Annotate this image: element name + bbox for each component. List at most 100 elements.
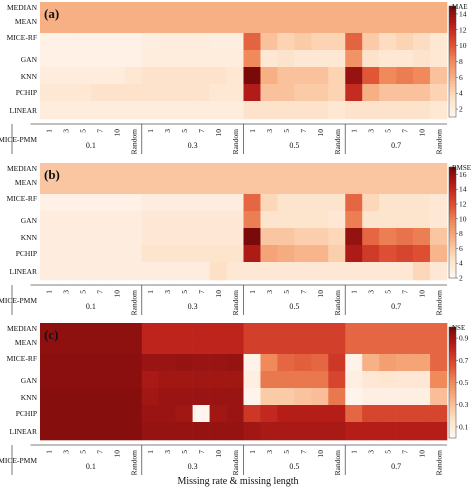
colorbar-tick-label: 4	[459, 89, 463, 98]
heatmap-cell	[379, 50, 397, 68]
heatmap-cell	[192, 354, 210, 372]
colorbar-segment	[449, 44, 456, 49]
colorbar-tick-label: 2	[459, 105, 463, 114]
column-tick-label: 3	[265, 290, 274, 294]
colorbar-tick-label: 0.3	[459, 400, 469, 409]
heatmap-cell	[396, 33, 414, 51]
row-label: KNN	[21, 233, 38, 242]
heatmap-cell	[379, 163, 397, 178]
heatmap-cell	[226, 228, 244, 246]
heatmap-cell	[328, 211, 346, 229]
heatmap-cell	[413, 422, 431, 441]
heatmap-cell	[90, 371, 109, 389]
group-label: 0.5	[289, 302, 299, 311]
colorbar-segment	[449, 258, 456, 262]
heatmap-cell	[158, 422, 176, 441]
heatmap-cell	[107, 33, 126, 51]
colorbar-segment	[449, 379, 456, 383]
colorbar-tick-label: 8	[459, 229, 463, 238]
heatmap-cell	[430, 422, 448, 441]
heatmap-cell	[379, 211, 397, 229]
heatmap-cell	[56, 262, 75, 281]
heatmap-cell	[379, 245, 397, 263]
colorbar-segment	[449, 8, 456, 12]
heatmap-cell	[90, 228, 109, 246]
heatmap-cell	[107, 16, 126, 34]
heatmap-cell	[328, 101, 346, 120]
heatmap-cell	[175, 388, 193, 406]
column-tick-label: 5	[180, 450, 189, 454]
colorbar-segment	[449, 266, 456, 271]
heatmap-cell	[175, 354, 193, 372]
colorbar-tick-label: 6	[459, 244, 463, 253]
heatmap-cell	[158, 50, 176, 68]
heatmap-cell	[107, 177, 126, 195]
heatmap-cell	[243, 211, 261, 229]
heatmap-cell	[124, 245, 143, 263]
heatmap-cell	[277, 354, 295, 372]
column-tick-label: 3	[265, 129, 274, 133]
heatmap-cell	[226, 245, 244, 263]
colorbar-segment	[449, 253, 456, 257]
column-tick-label: 5	[384, 129, 393, 133]
colorbar-segment	[449, 83, 456, 87]
heatmap-cell	[158, 405, 176, 423]
heatmap-cell	[90, 177, 109, 195]
colorbar-segment	[449, 244, 456, 248]
colorbar-segment	[449, 368, 456, 372]
heatmap-cell	[243, 16, 261, 34]
heatmap-cell	[328, 323, 346, 338]
heatmap-cell	[40, 422, 58, 441]
heatmap-cell	[430, 163, 448, 178]
colorbar-segment	[449, 340, 456, 345]
heatmap-cell	[40, 245, 58, 263]
colorbar-segment	[449, 108, 456, 112]
group-label: 0.1	[86, 462, 96, 471]
colorbar-segment	[449, 255, 456, 259]
heatmap-cell	[396, 388, 414, 406]
heatmap-cell	[73, 67, 92, 85]
heatmap-cell	[379, 101, 397, 120]
heatmap-cell	[226, 405, 244, 423]
heatmap-cell	[311, 422, 329, 441]
column-tick-label: 5	[180, 129, 189, 133]
column-tick-label: Random	[333, 129, 342, 155]
heatmap-cell	[56, 388, 75, 406]
heatmap-cell	[175, 194, 193, 212]
heatmap-cell	[430, 2, 448, 17]
heatmap-cell	[243, 163, 261, 178]
heatmap-cell	[396, 337, 414, 355]
heatmap-cell	[90, 405, 109, 423]
heatmap-cell	[141, 323, 160, 338]
heatmap-cell	[260, 211, 278, 229]
column-tick-label: Random	[435, 129, 444, 155]
heatmap-cell	[430, 177, 448, 195]
column-tick-label: 5	[282, 450, 291, 454]
colorbar-segment	[449, 17, 456, 21]
heatmap-cell	[124, 194, 143, 212]
heatmap-cell	[192, 194, 210, 212]
heatmap-cell	[90, 33, 109, 51]
heatmap-cell	[141, 50, 160, 68]
heatmap-cell	[413, 101, 431, 120]
heatmap-cell	[328, 163, 346, 178]
heatmap-cell	[56, 422, 75, 441]
heatmap-cell	[260, 388, 278, 406]
colorbar-segment	[449, 404, 456, 408]
heatmap-cell	[56, 84, 75, 102]
heatmap-cell	[396, 101, 414, 120]
heatmap-cell	[413, 262, 431, 281]
heatmap-cell	[396, 405, 414, 423]
colorbar-segment	[449, 241, 456, 246]
heatmap-cell	[107, 211, 126, 229]
heatmap-cell	[328, 33, 346, 51]
heatmap-cell	[192, 101, 210, 120]
heatmap-cell	[328, 194, 346, 212]
heatmap-cell	[260, 177, 278, 195]
heatmap-cell	[345, 194, 363, 212]
colorbar-segment	[449, 55, 456, 60]
column-tick-label: 3	[163, 450, 172, 454]
column-tick-label: 10	[214, 450, 223, 458]
heatmap-cell	[141, 405, 160, 423]
heatmap-cell	[158, 354, 176, 372]
